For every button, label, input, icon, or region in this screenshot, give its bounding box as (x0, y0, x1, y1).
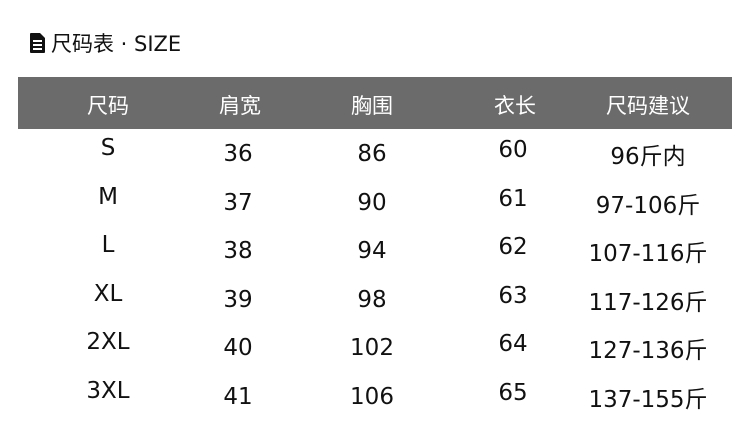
table-cell: M (98, 183, 118, 210)
table-cell: 38 (223, 238, 253, 264)
table-cell: 107-116斤 (588, 241, 708, 267)
table-cell: 86 (357, 141, 387, 167)
table-cell: 36 (223, 141, 253, 167)
table-cell: 60 (498, 137, 528, 163)
table-row: XL 39 98 63 117-126斤 (0, 281, 750, 329)
table-cell: 102 (350, 335, 394, 361)
table-cell: 106 (350, 383, 394, 410)
column-header: 衣长 (494, 94, 536, 118)
table-cell: 63 (498, 282, 528, 309)
table-row: S 36 86 60 96斤内 (0, 135, 750, 183)
column-header: 肩宽 (219, 94, 261, 118)
table-cell: 39 (223, 286, 253, 313)
table-cell: S (100, 135, 116, 161)
table-row: 3XL 41 106 65 137-155斤 (0, 378, 750, 426)
table-row: 2XL 40 102 64 127-136斤 (0, 329, 750, 377)
table-cell: 127-136斤 (588, 338, 708, 364)
table-cell: 90 (357, 189, 387, 216)
table-cell: 117-126斤 (588, 289, 708, 316)
column-header: 尺码建议 (606, 94, 690, 118)
title-text: 尺码表 · SIZE (51, 32, 182, 56)
table-cell: 94 (357, 238, 387, 264)
column-header: 胸围 (351, 94, 393, 118)
table-header: 尺码 肩宽 胸围 衣长 尺码建议 (18, 77, 732, 129)
table-cell: XL (93, 280, 123, 307)
table-cell: 96斤内 (610, 144, 686, 170)
table-cell: 97-106斤 (595, 192, 701, 219)
table-cell: L (101, 232, 115, 258)
table-cell: 40 (223, 335, 253, 361)
table-cell: 62 (498, 234, 528, 260)
table-cell: 137-155斤 (588, 386, 708, 413)
table-cell: 3XL (86, 377, 130, 404)
page-title: 尺码表 · SIZE (30, 28, 181, 58)
table-cell: 65 (498, 379, 528, 406)
table-cell: 41 (223, 383, 253, 410)
table-cell: 98 (357, 286, 387, 313)
table-cell: 61 (498, 185, 528, 212)
column-header: 尺码 (87, 94, 129, 118)
table-cell: 2XL (86, 329, 130, 355)
table-cell: 37 (223, 189, 253, 216)
table-cell: 64 (498, 331, 528, 357)
table-row: M 37 90 61 97-106斤 (0, 184, 750, 232)
document-icon (30, 33, 45, 53)
table-row: L 38 94 62 107-116斤 (0, 232, 750, 280)
